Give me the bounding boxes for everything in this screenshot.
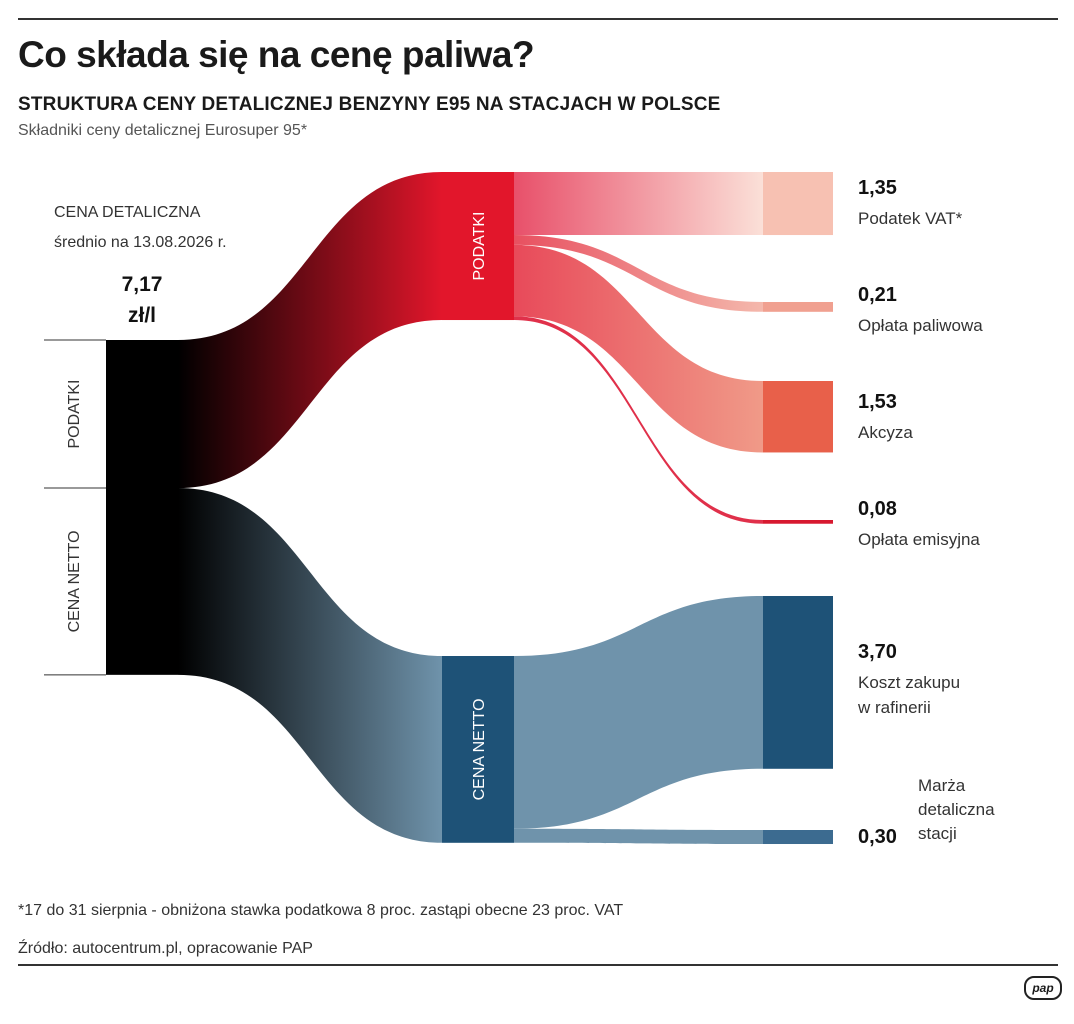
node-oplata-paliwowa <box>763 302 833 312</box>
total-label: CENA DETALICZNA <box>54 204 201 221</box>
node-cena-detaliczna <box>106 340 178 675</box>
chart-labels: PODATKI CENA NETTO PODATKI CENA NETTO CENA D… <box>44 177 995 848</box>
value-oplata-paliwowa: 0,21 <box>858 284 897 306</box>
bracket-label-podatki: PODATKI <box>66 379 83 448</box>
source-note: Źródło: autocentrum.pl, opracowanie PAP <box>18 940 313 957</box>
link-total-podatki <box>178 172 442 489</box>
bottom-rule <box>18 964 1058 966</box>
chart-title: Co składa się na cenę paliwa? <box>18 34 535 75</box>
value-vat: 1,35 <box>858 177 897 199</box>
value-oplata-emisyjna: 0,08 <box>858 498 897 520</box>
label-marza: Marża detaliczna stacji <box>918 776 995 843</box>
link-oplata-emisyjna <box>514 316 763 524</box>
chart-caption: Składniki ceny detalicznej Eurosuper 95* <box>18 122 308 139</box>
node-vat <box>763 172 833 236</box>
pap-logo: pap <box>1024 976 1062 1000</box>
link-vat <box>514 172 763 236</box>
chart-subtitle: STRUKTURA CENY DETALICZNEJ BENZYNY E95 N… <box>18 94 721 115</box>
total-unit: zł/l <box>128 304 156 327</box>
value-marza: 0,30 <box>858 826 897 848</box>
link-akcyza <box>514 244 763 453</box>
value-koszt-zakupu: 3,70 <box>858 641 897 663</box>
label-koszt-zakupu: Koszt zakupu w rafinerii <box>857 673 960 717</box>
node-podatki <box>442 172 514 321</box>
node-label-cena-netto: CENA NETTO <box>471 698 488 800</box>
node-label-podatki: PODATKI <box>471 211 488 280</box>
value-akcyza: 1,53 <box>858 391 897 413</box>
label-oplata-emisyjna: Opłata emisyjna <box>858 530 980 549</box>
node-cena-netto <box>442 656 514 843</box>
footnote: *17 do 31 sierpnia - obniżona stawka pod… <box>18 902 624 919</box>
total-date: średnio na 13.08.2026 r. <box>54 234 227 251</box>
node-koszt-zakupu <box>763 596 833 769</box>
top-rule <box>18 18 1058 20</box>
label-oplata-paliwowa: Opłata paliwowa <box>858 316 983 335</box>
label-vat: Podatek VAT* <box>858 209 963 228</box>
link-koszt-zakupu <box>514 596 763 829</box>
flow-nodes <box>106 172 833 845</box>
link-marza <box>514 828 763 845</box>
total-value: 7,17 <box>122 273 163 296</box>
node-marza <box>763 830 833 845</box>
node-oplata-emisyjna <box>763 520 833 524</box>
label-akcyza: Akcyza <box>858 423 913 442</box>
flow-links <box>178 172 763 845</box>
link-total-cena-netto <box>178 488 442 843</box>
sankey-chart: PODATKI CENA NETTO PODATKI CENA NETTO CENA D… <box>44 172 995 848</box>
link-oplata-paliwowa <box>514 235 763 312</box>
bracket-label-cena-netto: CENA NETTO <box>66 530 83 632</box>
node-akcyza <box>763 381 833 453</box>
